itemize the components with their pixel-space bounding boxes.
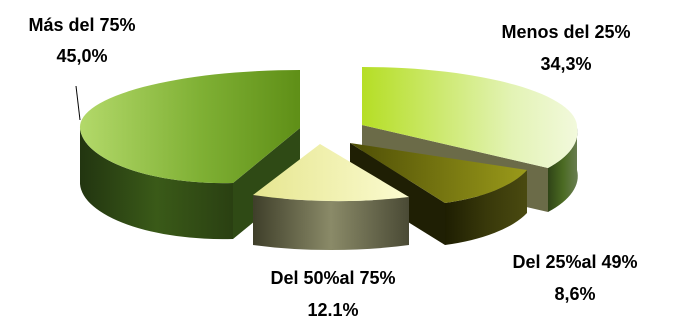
slice-top: [253, 144, 409, 202]
slice-top: [350, 143, 527, 203]
value-del-25-al-49: 8,6%: [554, 284, 595, 304]
value-del-50-al-75: 12.1%: [307, 300, 358, 320]
slice-side: [253, 195, 409, 251]
pie-slice-del-50-al-75: [253, 144, 409, 251]
label-mas-del-75: Más del 75%: [28, 15, 135, 35]
slice-top: [362, 67, 578, 168]
value-menos-del-25: 34,3%: [540, 54, 591, 74]
slice-side: [80, 128, 233, 240]
slice-top: [79, 70, 300, 184]
slice-side: [233, 128, 300, 239]
slice-side: [548, 128, 578, 212]
value-mas-del-75: 45,0%: [56, 46, 107, 66]
label-del-25-al-49: Del 25%al 49%: [512, 252, 637, 272]
label-menos-del-25: Menos del 25%: [501, 22, 630, 42]
label-del-50-al-75: Del 50%al 75%: [270, 268, 395, 288]
slice-side: [445, 170, 527, 245]
pie-slice-mas-del-75: [79, 70, 300, 240]
leader-line-mas-75: [75, 85, 81, 121]
